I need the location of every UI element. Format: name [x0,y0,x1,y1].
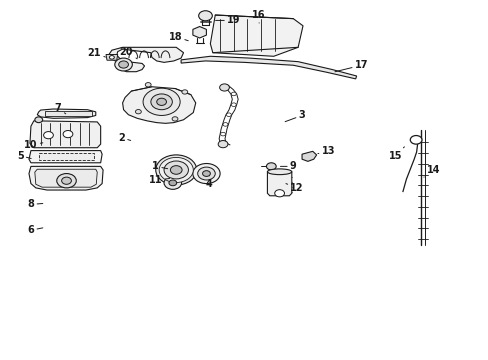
Polygon shape [302,151,316,161]
Text: 12: 12 [285,183,303,193]
Circle shape [274,190,284,197]
Polygon shape [29,150,102,163]
Polygon shape [44,111,92,116]
Polygon shape [192,27,206,38]
Circle shape [197,167,215,180]
Circle shape [163,161,188,179]
Circle shape [143,88,180,116]
Circle shape [115,58,132,71]
Circle shape [156,155,196,185]
Polygon shape [109,47,183,72]
Circle shape [219,84,229,91]
Circle shape [109,55,114,59]
Text: 9: 9 [280,161,296,171]
Circle shape [192,163,220,184]
Text: 3: 3 [285,111,305,122]
Circle shape [224,85,229,89]
Text: 8: 8 [27,199,42,210]
Text: 16: 16 [252,10,265,23]
Text: 18: 18 [168,32,188,41]
Circle shape [220,132,225,136]
Circle shape [119,61,128,68]
Circle shape [163,176,181,189]
Text: 7: 7 [55,103,65,114]
Circle shape [220,140,225,144]
Circle shape [63,131,73,138]
Circle shape [135,109,141,114]
Text: 13: 13 [317,146,334,156]
Polygon shape [39,153,94,160]
Text: 1: 1 [152,161,167,171]
Text: 15: 15 [388,147,404,161]
Polygon shape [37,109,96,118]
Circle shape [231,103,236,107]
Circle shape [170,166,182,174]
Polygon shape [210,15,303,56]
Circle shape [223,123,227,126]
Polygon shape [181,56,356,79]
Circle shape [226,113,231,117]
Circle shape [168,180,176,186]
Circle shape [409,135,421,144]
Polygon shape [30,121,101,148]
Circle shape [57,174,76,188]
Text: 17: 17 [334,60,367,72]
Text: 14: 14 [423,165,440,177]
Circle shape [151,94,172,110]
Polygon shape [267,172,291,196]
Circle shape [159,157,193,183]
Polygon shape [122,87,195,123]
Circle shape [182,90,187,94]
Circle shape [61,177,71,184]
Text: 2: 2 [118,133,130,143]
Circle shape [157,98,166,105]
Circle shape [145,82,151,87]
Circle shape [35,117,42,123]
Circle shape [266,163,276,170]
Polygon shape [106,54,118,60]
Text: 20: 20 [120,46,137,59]
Text: 4: 4 [205,176,212,189]
Text: 5: 5 [17,150,31,161]
Circle shape [172,117,178,121]
Circle shape [231,92,236,96]
Text: 10: 10 [24,140,43,150]
Text: 6: 6 [27,225,43,235]
Polygon shape [35,169,97,187]
Ellipse shape [267,169,291,175]
Circle shape [198,11,212,21]
Circle shape [43,132,53,139]
Circle shape [202,171,210,176]
Polygon shape [29,166,103,190]
Text: 11: 11 [149,175,169,185]
Text: 19: 19 [215,15,240,26]
Circle shape [218,140,227,148]
Text: 21: 21 [87,48,105,58]
